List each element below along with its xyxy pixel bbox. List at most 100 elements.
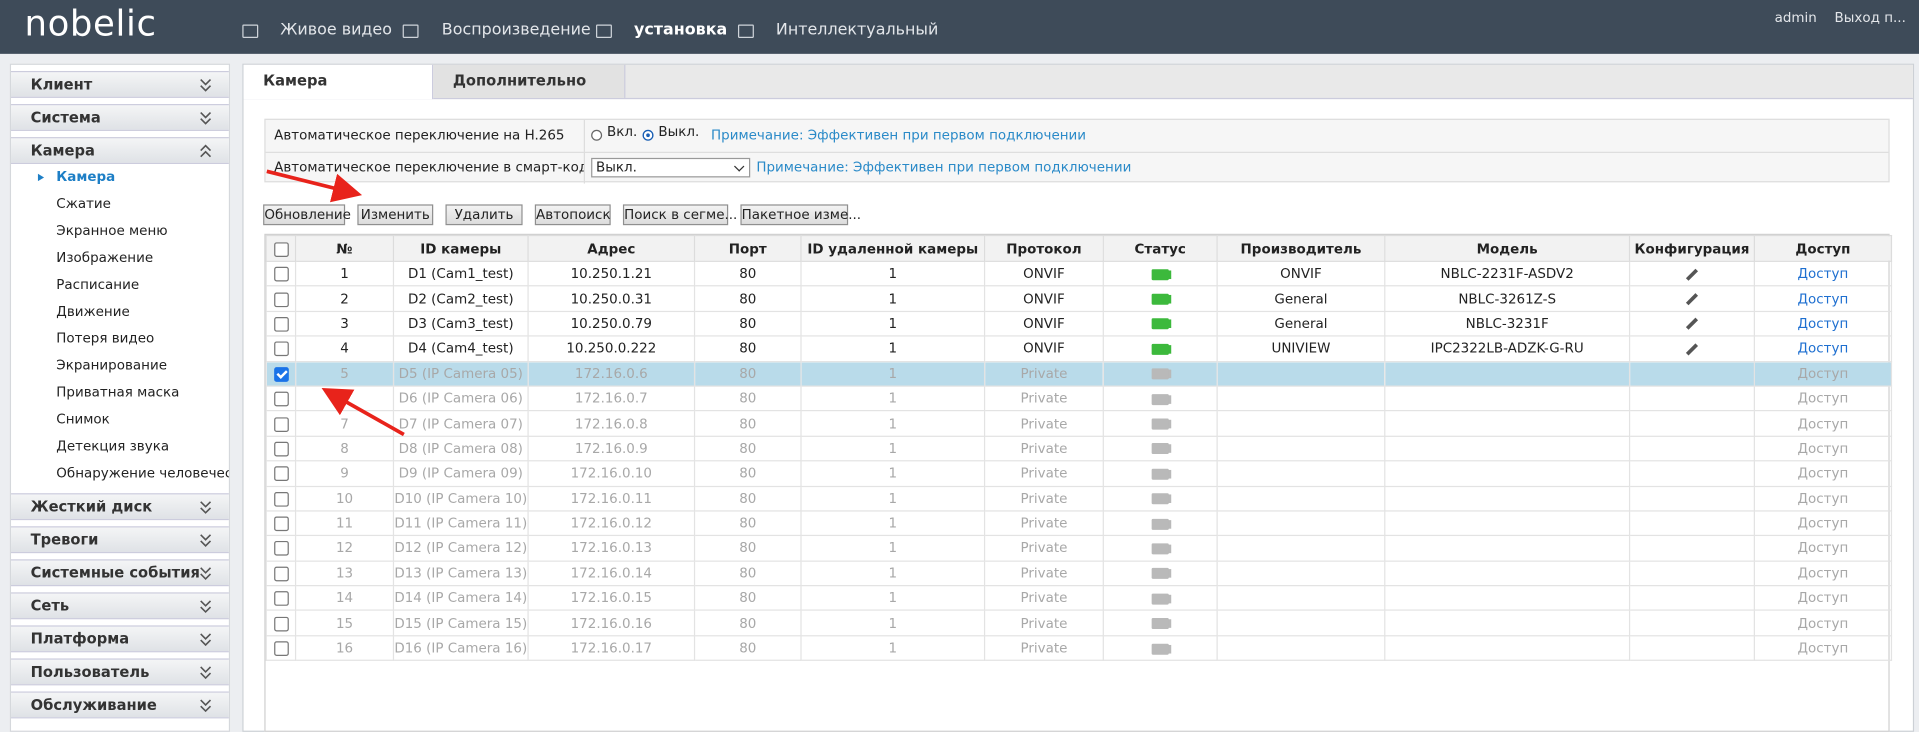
menu-item[interactable]: Обнаружение человеческо... bbox=[56, 465, 229, 481]
setting-row: Автоматическое переключение в смарт-коди… bbox=[266, 151, 1889, 184]
cell: 172.16.0.17 bbox=[527, 634, 696, 662]
radio[interactable] bbox=[591, 129, 603, 141]
table-row[interactable]: 10 D10 (IP Camera 10) 172.16.0.11 80 1 Privat… bbox=[265, 485, 1893, 512]
select[interactable]: Выкл. bbox=[591, 157, 751, 178]
checkbox[interactable] bbox=[273, 366, 289, 382]
checkbox[interactable] bbox=[273, 466, 289, 482]
table-row[interactable]: 3 D3 (Cam3_test) 10.250.0.79 80 1 ONVIF Genera… bbox=[265, 310, 1893, 337]
checkbox[interactable] bbox=[273, 491, 289, 507]
camera-table-box: № ID камеры Адрес Порт ID удаленной камеры Пр… bbox=[264, 233, 1893, 732]
table-row[interactable]: 11 D11 (IP Camera 11) 172.16.0.12 80 1 Privat… bbox=[265, 510, 1893, 537]
menu-group[interactable]: Система bbox=[11, 104, 229, 131]
button[interactable]: Обновление bbox=[263, 204, 351, 226]
chevron bbox=[200, 600, 212, 614]
checkbox[interactable] bbox=[273, 516, 289, 532]
cell: 1 bbox=[800, 485, 986, 512]
button[interactable]: Автопоиск bbox=[534, 204, 611, 226]
menu-group[interactable]: Камера bbox=[11, 137, 229, 164]
menu-group[interactable]: Сеть bbox=[11, 592, 229, 620]
menu-group[interactable]: Тревоги bbox=[11, 526, 229, 554]
table-row[interactable]: 6 D6 (IP Camera 06) 172.16.0.7 80 1 Private До… bbox=[265, 385, 1893, 412]
checkbox[interactable] bbox=[273, 291, 289, 307]
checkbox[interactable] bbox=[273, 341, 289, 357]
table-row[interactable]: 5 D5 (IP Camera 05) 172.16.0.6 80 1 Private До… bbox=[265, 360, 1893, 387]
nav-item[interactable]: Интеллектуальный bbox=[775, 20, 939, 40]
nav-item[interactable]: Живое видео bbox=[280, 20, 392, 40]
checkbox[interactable] bbox=[273, 416, 289, 432]
checkbox[interactable] bbox=[273, 641, 289, 657]
table-row[interactable]: 2 D2 (Cam2_test) 10.250.0.31 80 1 ONVIF Genera… bbox=[265, 285, 1893, 312]
menu-item[interactable]: Движение bbox=[56, 303, 130, 320]
cell bbox=[1216, 360, 1386, 387]
cell: 80 bbox=[693, 435, 802, 462]
menu-item[interactable]: Изображение bbox=[56, 249, 154, 266]
cell: 10.250.0.31 bbox=[527, 285, 696, 312]
nav-icon bbox=[242, 24, 259, 38]
logout[interactable]: Выход п... bbox=[1834, 9, 1906, 26]
checkbox[interactable] bbox=[273, 541, 289, 557]
header-cell: ID камеры bbox=[392, 234, 529, 262]
menu-item[interactable]: Экранирование bbox=[56, 357, 167, 374]
table-row[interactable]: 16 D16 (IP Camera 16) 172.16.0.17 80 1 Privat… bbox=[265, 634, 1893, 662]
access-link[interactable]: Доступ bbox=[1753, 435, 1893, 462]
menu-item[interactable]: Расписание bbox=[56, 276, 140, 293]
setting-row: Автоматическое переключение на H.265 Вкл.… bbox=[265, 119, 1889, 153]
menu-item[interactable]: Приватная маска bbox=[56, 384, 180, 401]
menu-item[interactable]: Потеря видео bbox=[56, 330, 155, 347]
cell: D11 (IP Camera 11) bbox=[392, 510, 529, 537]
menu-group[interactable]: Системные события bbox=[11, 559, 229, 587]
menu-item[interactable]: Экранное меню bbox=[56, 222, 168, 239]
menu-group[interactable]: Платформа bbox=[11, 625, 229, 653]
cell: 172.16.0.14 bbox=[527, 560, 696, 587]
nav-item[interactable]: Воспроизведение bbox=[441, 20, 591, 40]
menu-group[interactable]: Обслуживание bbox=[11, 691, 229, 719]
button[interactable]: Пакетное изме... bbox=[740, 204, 861, 226]
checkbox[interactable] bbox=[273, 316, 289, 332]
access-link[interactable]: Доступ bbox=[1753, 460, 1893, 487]
access-link[interactable]: Доступ bbox=[1753, 535, 1893, 562]
access-link[interactable]: Доступ bbox=[1753, 634, 1893, 662]
table-row[interactable]: 13 D13 (IP Camera 13) 172.16.0.14 80 1 Privat… bbox=[265, 560, 1893, 587]
table-row[interactable]: 15 D15 (IP Camera 15) 172.16.0.16 80 1 Privat… bbox=[265, 610, 1893, 637]
cell: D1 (Cam1_test) bbox=[392, 260, 529, 287]
menu-group[interactable]: Клиент bbox=[11, 70, 229, 98]
checkbox[interactable] bbox=[273, 566, 289, 582]
table-row[interactable]: 12 D12 (IP Camera 12) 172.16.0.13 80 1 Privat… bbox=[265, 535, 1893, 562]
access-link[interactable]: Доступ bbox=[1753, 360, 1893, 387]
cell: 172.16.0.11 bbox=[527, 485, 696, 512]
user-name: admin bbox=[1774, 9, 1817, 26]
button[interactable]: Изменить bbox=[357, 204, 434, 226]
cell bbox=[1628, 535, 1756, 562]
access-link[interactable]: Доступ bbox=[1753, 285, 1893, 312]
status-icon bbox=[1151, 518, 1169, 530]
checkbox[interactable] bbox=[273, 616, 289, 632]
menu-item[interactable]: Снимок bbox=[56, 411, 110, 428]
cell: ONVIF bbox=[983, 260, 1104, 287]
chevron bbox=[200, 567, 212, 581]
menu-item[interactable]: Сжатие bbox=[56, 195, 111, 212]
menu-group[interactable]: Пользователь bbox=[11, 658, 229, 686]
cell bbox=[1102, 585, 1218, 612]
checkbox[interactable] bbox=[273, 267, 289, 282]
nav-item[interactable]: установка bbox=[633, 20, 728, 40]
checkbox[interactable] bbox=[273, 391, 289, 407]
button[interactable]: Удалить bbox=[445, 204, 523, 226]
menu-item[interactable]: Детекция звука bbox=[56, 438, 170, 455]
cell: 80 bbox=[693, 585, 802, 612]
menu-group[interactable]: Жесткий диск bbox=[11, 493, 229, 521]
checkbox[interactable] bbox=[273, 241, 289, 257]
button[interactable]: Поиск в сегме... bbox=[622, 204, 737, 226]
tab[interactable]: Камера bbox=[243, 64, 434, 100]
tab[interactable]: Дополнительно bbox=[433, 64, 626, 98]
table-row[interactable]: 1 D1 (Cam1_test) 10.250.1.21 80 1 ONVIF ONVIF N… bbox=[265, 260, 1893, 287]
access-link[interactable]: Доступ bbox=[1753, 410, 1893, 437]
access-link[interactable]: Доступ bbox=[1753, 260, 1893, 287]
status-icon bbox=[1151, 268, 1169, 280]
menu-item[interactable]: Камера bbox=[11, 164, 229, 191]
table-row[interactable]: 9 D9 (IP Camera 09) 172.16.0.10 80 1 Private Д… bbox=[265, 460, 1893, 487]
checkbox[interactable] bbox=[273, 591, 289, 607]
table-row[interactable]: 14 D14 (IP Camera 14) 172.16.0.15 80 1 Privat… bbox=[265, 585, 1893, 612]
table-row[interactable]: 8 D8 (IP Camera 08) 172.16.0.9 80 1 Private До… bbox=[265, 435, 1893, 462]
checkbox[interactable] bbox=[273, 441, 289, 457]
radio[interactable] bbox=[642, 129, 654, 141]
